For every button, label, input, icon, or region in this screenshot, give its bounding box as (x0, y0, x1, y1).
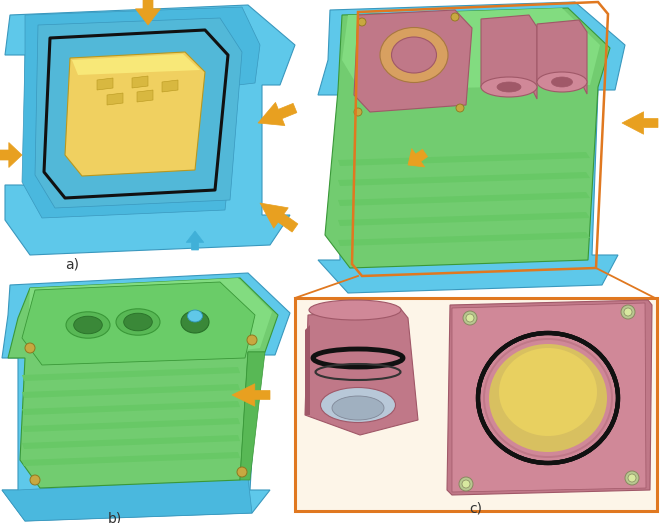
Ellipse shape (481, 77, 537, 97)
Bar (295, 298, 657, 511)
Polygon shape (22, 452, 240, 466)
Polygon shape (305, 308, 418, 435)
Polygon shape (2, 478, 252, 521)
Circle shape (456, 104, 464, 112)
Polygon shape (162, 80, 178, 92)
Circle shape (459, 477, 473, 491)
Ellipse shape (489, 344, 607, 452)
Circle shape (25, 343, 35, 353)
Polygon shape (22, 435, 240, 449)
Circle shape (247, 335, 257, 345)
Ellipse shape (537, 72, 587, 92)
Polygon shape (481, 15, 537, 99)
Polygon shape (0, 142, 22, 167)
Polygon shape (8, 278, 278, 488)
Ellipse shape (497, 82, 521, 92)
Polygon shape (136, 0, 160, 25)
Circle shape (466, 314, 474, 322)
Polygon shape (137, 90, 153, 102)
Polygon shape (258, 103, 297, 126)
Ellipse shape (321, 388, 396, 423)
Ellipse shape (551, 77, 573, 87)
Polygon shape (22, 418, 240, 432)
Polygon shape (240, 352, 265, 480)
Polygon shape (72, 54, 200, 75)
Polygon shape (342, 8, 600, 90)
Text: c): c) (469, 502, 483, 516)
Circle shape (621, 305, 635, 319)
Polygon shape (232, 384, 270, 406)
Circle shape (462, 480, 470, 488)
Ellipse shape (380, 28, 448, 83)
Circle shape (624, 308, 632, 316)
Circle shape (354, 108, 362, 116)
Ellipse shape (485, 340, 610, 456)
Polygon shape (622, 112, 658, 134)
Ellipse shape (116, 309, 160, 335)
Polygon shape (5, 5, 295, 255)
Circle shape (30, 475, 40, 485)
Circle shape (628, 474, 636, 482)
Polygon shape (97, 78, 113, 90)
Ellipse shape (66, 312, 110, 338)
Polygon shape (28, 278, 272, 355)
Ellipse shape (309, 300, 401, 320)
Polygon shape (338, 152, 590, 166)
Polygon shape (22, 282, 255, 365)
Polygon shape (447, 300, 652, 495)
Ellipse shape (485, 340, 611, 456)
Ellipse shape (498, 346, 598, 438)
Polygon shape (107, 93, 123, 105)
Ellipse shape (332, 396, 384, 420)
Polygon shape (325, 8, 610, 268)
Text: b): b) (108, 511, 122, 523)
Polygon shape (354, 10, 472, 112)
Ellipse shape (181, 311, 209, 333)
Polygon shape (22, 384, 240, 398)
Polygon shape (22, 7, 260, 218)
Polygon shape (338, 232, 590, 246)
Polygon shape (305, 325, 310, 415)
Polygon shape (35, 18, 242, 208)
Polygon shape (338, 212, 590, 226)
Polygon shape (186, 231, 203, 250)
Circle shape (358, 18, 366, 26)
Polygon shape (65, 52, 205, 176)
Polygon shape (338, 172, 590, 186)
Polygon shape (22, 367, 240, 381)
Polygon shape (260, 203, 298, 232)
Circle shape (237, 467, 247, 477)
Polygon shape (22, 401, 240, 415)
Polygon shape (408, 149, 428, 167)
Polygon shape (537, 20, 587, 94)
Polygon shape (132, 76, 148, 88)
Polygon shape (2, 273, 290, 521)
Ellipse shape (124, 313, 152, 331)
Circle shape (451, 13, 459, 21)
Polygon shape (318, 2, 625, 293)
Ellipse shape (499, 348, 597, 436)
Ellipse shape (392, 37, 436, 73)
Ellipse shape (188, 310, 203, 322)
Circle shape (463, 311, 477, 325)
Text: a): a) (65, 257, 79, 271)
Ellipse shape (74, 316, 102, 334)
Polygon shape (338, 192, 590, 206)
Circle shape (625, 471, 639, 485)
Polygon shape (452, 303, 646, 492)
Ellipse shape (483, 338, 613, 458)
